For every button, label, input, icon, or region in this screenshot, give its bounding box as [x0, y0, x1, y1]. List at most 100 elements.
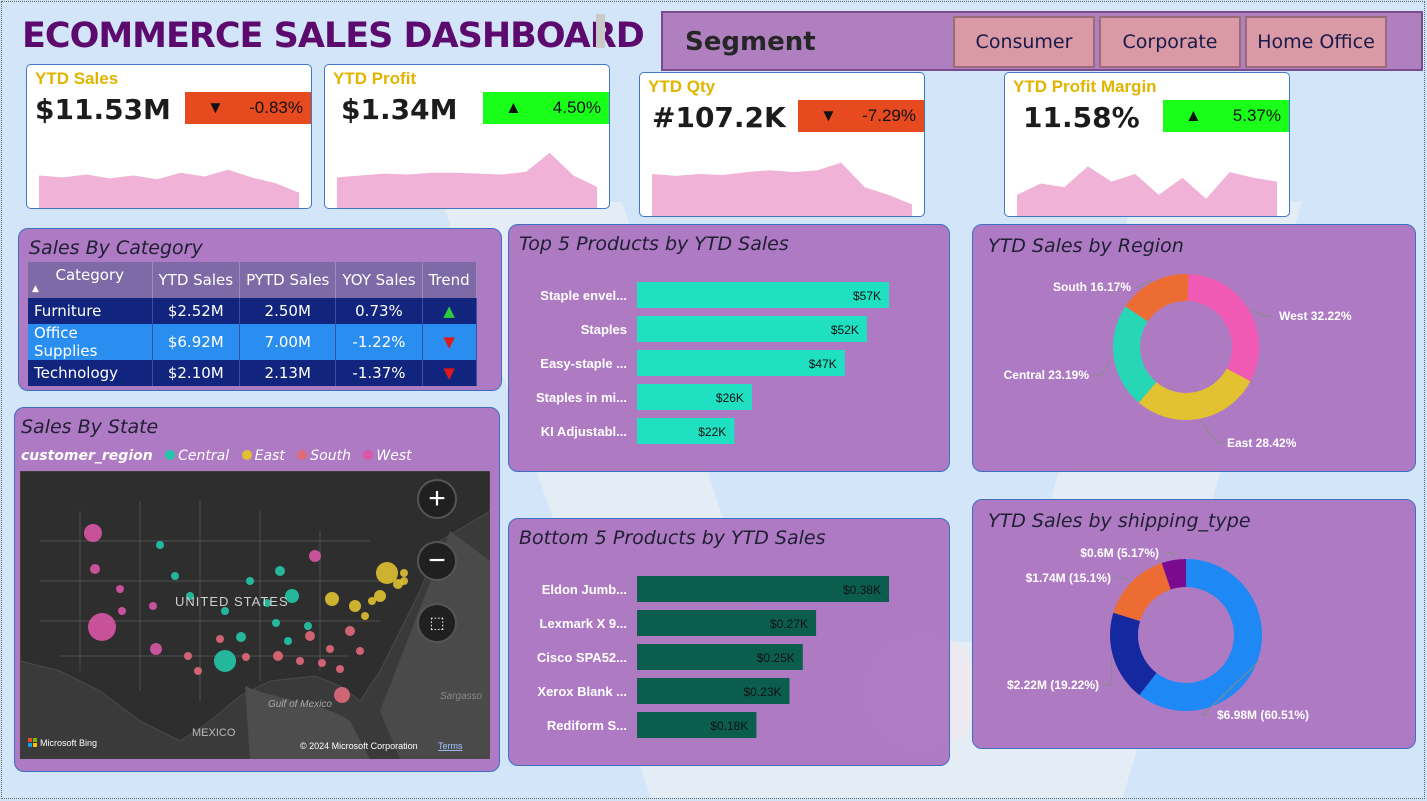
- state-map[interactable]: UNITED STATES Gulf of Mexico MEXICO Sarg…: [20, 471, 490, 759]
- panel-title: Sales By Category: [29, 237, 203, 259]
- bar[interactable]: [637, 678, 790, 704]
- donut-slice[interactable]: [1110, 612, 1157, 696]
- plus-icon: +: [428, 482, 446, 515]
- column-header-ytd-sales[interactable]: YTD Sales: [152, 262, 241, 298]
- select-area-button[interactable]: ⬚: [417, 603, 457, 643]
- table-row[interactable]: Furniture $2.52M 2.50M 0.73% ▲: [28, 298, 477, 324]
- bar[interactable]: [637, 316, 867, 342]
- map-bubble[interactable]: [305, 631, 315, 641]
- bar[interactable]: [637, 576, 889, 602]
- map-bubble[interactable]: [149, 602, 157, 610]
- map-bubble[interactable]: [171, 572, 179, 580]
- bar[interactable]: [637, 350, 845, 376]
- kpi-card-ytd-qty[interactable]: YTD Qty #107.2K ▼ -7.29%: [639, 72, 925, 217]
- trend-up-icon: ▲: [422, 298, 477, 324]
- map-bubble[interactable]: [400, 577, 408, 585]
- column-header-yoy-sales[interactable]: YOY Sales: [335, 262, 423, 298]
- map-bubble[interactable]: [309, 550, 321, 562]
- map-bubble[interactable]: [194, 667, 202, 675]
- legend-item-central[interactable]: Central: [178, 448, 230, 464]
- donut-slice[interactable]: [1125, 274, 1189, 322]
- map-bubble[interactable]: [285, 589, 299, 603]
- kpi-card-ytd-profit-margin[interactable]: YTD Profit Margin 11.58% ▲ 5.37%: [1004, 72, 1290, 217]
- segment-home-office-button[interactable]: Home Office: [1245, 16, 1387, 68]
- map-bubble[interactable]: [368, 597, 376, 605]
- table-row[interactable]: Office Supplies $6.92M 7.00M -1.22% ▼: [28, 324, 477, 360]
- donut-slice[interactable]: [1113, 306, 1157, 403]
- column-header-pytd-sales[interactable]: PYTD Sales: [239, 262, 337, 298]
- map-bubble[interactable]: [246, 577, 254, 585]
- map-bubble[interactable]: [361, 612, 369, 620]
- map-bubble[interactable]: [356, 647, 364, 655]
- zoom-out-button[interactable]: −: [417, 541, 457, 581]
- donut-slice[interactable]: [1113, 562, 1171, 621]
- kpi-delta-value: -0.83%: [249, 98, 303, 117]
- map-bubble[interactable]: [275, 566, 285, 576]
- donut-slice[interactable]: [1138, 368, 1251, 420]
- bar[interactable]: [637, 384, 752, 410]
- donut-slice[interactable]: [1187, 274, 1259, 382]
- map-bubble[interactable]: [336, 665, 344, 673]
- map-label-gulf: Gulf of Mexico: [268, 699, 332, 710]
- map-bubble[interactable]: [118, 607, 126, 615]
- cell-yoy: -1.37%: [335, 360, 423, 386]
- kpi-card-ytd-sales[interactable]: YTD Sales $11.53M ▼ -0.83%: [26, 64, 312, 209]
- map-bubble[interactable]: [334, 687, 350, 703]
- segment-corporate-button[interactable]: Corporate: [1099, 16, 1241, 68]
- map-bubble[interactable]: [273, 651, 283, 661]
- donut-slice[interactable]: [1139, 559, 1262, 711]
- map-bubble[interactable]: [88, 613, 116, 641]
- map-bubble[interactable]: [263, 599, 271, 607]
- legend-dot-south: [297, 450, 308, 460]
- minus-icon: −: [428, 544, 446, 577]
- map-bubble[interactable]: [214, 650, 236, 672]
- map-bubble[interactable]: [296, 657, 304, 665]
- map-bubble[interactable]: [221, 607, 229, 615]
- bar[interactable]: [637, 610, 817, 636]
- kpi-delta-value: -7.29%: [862, 106, 916, 125]
- map-bubble[interactable]: [318, 659, 326, 667]
- kpi-card-ytd-profit[interactable]: YTD Profit $1.34M ▲ 4.50%: [324, 64, 610, 209]
- map-bubble[interactable]: [284, 637, 292, 645]
- map-bubble[interactable]: [150, 643, 162, 655]
- legend-item-south[interactable]: South: [310, 448, 351, 464]
- column-header-category[interactable]: Category ▲: [28, 262, 153, 298]
- map-bubble[interactable]: [400, 569, 408, 577]
- map-bubble[interactable]: [216, 635, 224, 643]
- segment-consumer-button[interactable]: Consumer: [953, 16, 1095, 68]
- kpi-delta-value: 4.50%: [552, 98, 601, 117]
- map-bubble[interactable]: [272, 619, 280, 627]
- map-bubble[interactable]: [186, 592, 194, 600]
- map-bubble[interactable]: [242, 653, 250, 661]
- map-terms-link[interactable]: Terms: [438, 741, 463, 751]
- map-bubble[interactable]: [349, 600, 361, 612]
- column-header-trend[interactable]: Trend: [422, 262, 477, 298]
- cell-ytd: $2.52M: [152, 298, 241, 324]
- map-bubble[interactable]: [376, 562, 398, 584]
- map-bubble[interactable]: [156, 541, 164, 549]
- bar[interactable]: [637, 418, 735, 444]
- map-bubble[interactable]: [184, 652, 192, 660]
- bar[interactable]: [637, 282, 889, 308]
- map-bubble[interactable]: [90, 564, 100, 574]
- legend-item-east[interactable]: East: [254, 448, 285, 464]
- map-bubble[interactable]: [345, 626, 355, 636]
- map-bubble[interactable]: [236, 632, 246, 642]
- region-donut-chart: West 32.22% East 28.42% Central 23.19% Sout…: [1004, 274, 1352, 450]
- zoom-in-button[interactable]: +: [417, 479, 457, 519]
- donut-slice[interactable]: [1161, 559, 1186, 590]
- map-bubble[interactable]: [374, 590, 386, 602]
- legend-item-west[interactable]: West: [376, 448, 412, 464]
- map-bubble[interactable]: [84, 524, 102, 542]
- map-label-sargasso: Sargasso: [440, 691, 483, 702]
- table-row[interactable]: Technology $2.10M 2.13M -1.37% ▼: [28, 360, 477, 386]
- map-bubble[interactable]: [326, 645, 334, 653]
- map-bubble[interactable]: [325, 592, 339, 606]
- panel-title: YTD Sales by Region: [988, 235, 1184, 257]
- map-bubble[interactable]: [116, 585, 124, 593]
- map-attribution-bing: Microsoft Bing: [40, 738, 97, 748]
- bar[interactable]: [637, 712, 757, 738]
- bar[interactable]: [637, 644, 803, 670]
- map-bubble[interactable]: [304, 622, 312, 630]
- map-canvas: UNITED STATES Gulf of Mexico MEXICO Sarg…: [20, 471, 490, 759]
